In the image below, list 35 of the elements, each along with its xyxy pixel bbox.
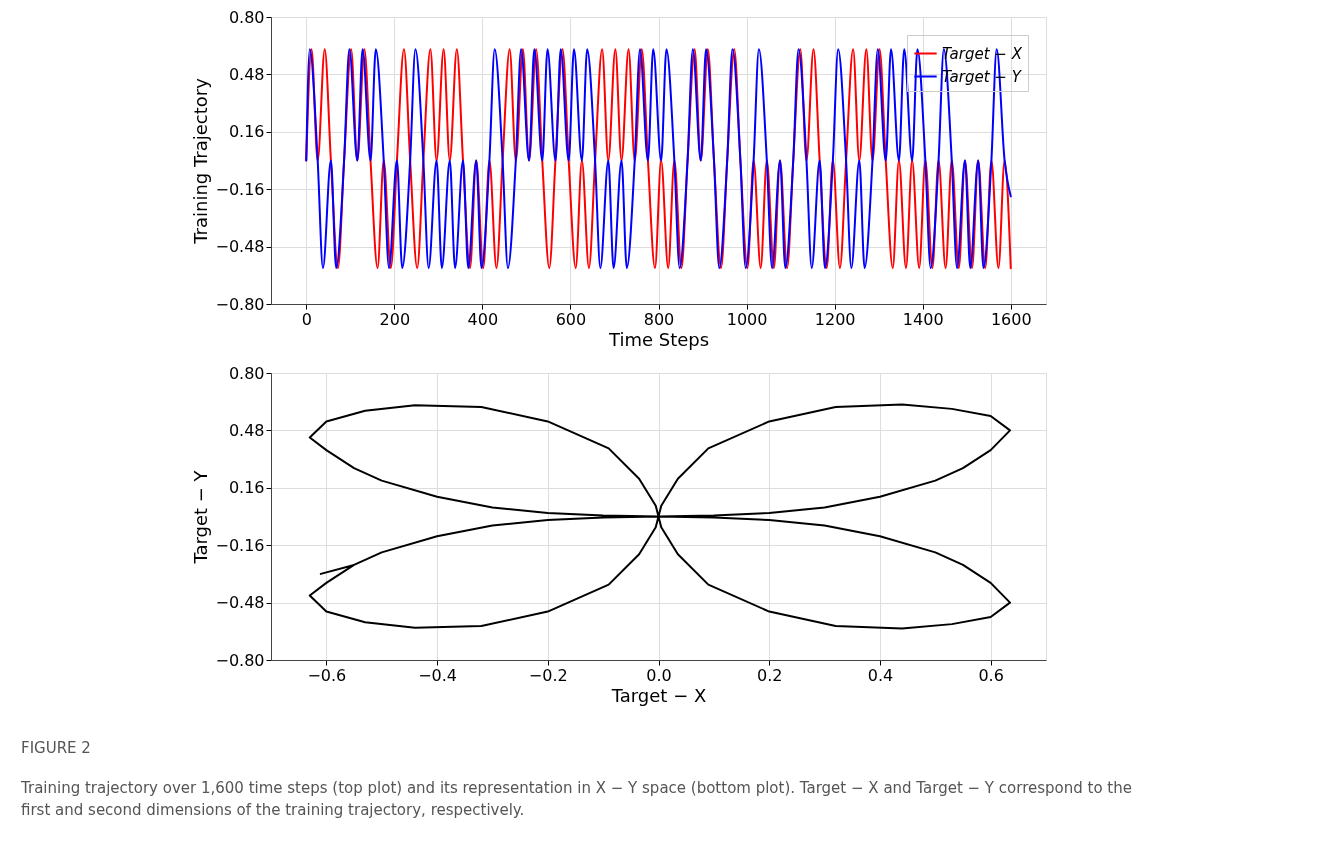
y-tick-label: −0.80 [215, 650, 265, 670]
x-tick-label: 600 [555, 309, 587, 329]
y-tick-label: 0.80 [228, 7, 265, 27]
x-tick-label: 0.0 [646, 665, 672, 685]
y-axis-title: Training Trajectory [190, 77, 212, 245]
y-tick-label: 0.16 [228, 478, 265, 498]
line-series [308, 403, 1012, 630]
caption: FIGURE 2 [21, 739, 91, 757]
x-tick-label: 0.6 [978, 665, 1004, 685]
x-tick-label: 1200 [814, 309, 856, 329]
x-tick-label: 1600 [990, 309, 1032, 329]
x-tick-label: −0.2 [528, 665, 568, 685]
x-tick-label: 0 [301, 309, 312, 329]
y-tick-label: −0.16 [215, 179, 265, 199]
x-axis-title: Target − X [610, 684, 707, 706]
x-tick-label: 1400 [902, 309, 944, 329]
text: Training trajectory over 1,600 time steps (top plot) and its representation in X − Y space (bottom plot). Target − X and Target − Y correspond to the first and second dimensions of the training trajectory, respectively. [20, 779, 1132, 819]
y-tick-label: −0.48 [215, 237, 265, 257]
x-tick-label: 400 [467, 309, 499, 329]
y-axis-title: Target − Y [190, 469, 212, 565]
x-tick-label: −0.4 [418, 665, 457, 685]
y-tick-label: −0.48 [215, 593, 265, 613]
y-tick-label: 0.80 [228, 363, 265, 383]
x-tick-label: 800 [643, 309, 675, 329]
y-tick-label: 0.48 [228, 420, 265, 440]
y-tick-label: 0.48 [228, 64, 265, 84]
x-tick-label: 1000 [726, 309, 768, 329]
x-tick-label: −0.6 [307, 665, 347, 685]
x-tick-label: 0.2 [756, 665, 783, 685]
x-tick-label: 0.4 [867, 665, 894, 685]
y-tick-label: −0.16 [215, 535, 265, 555]
y-tick-label: −0.80 [215, 294, 265, 314]
x-tick-label: 200 [379, 309, 411, 329]
x-axis-title: Time Steps [607, 328, 710, 350]
y-tick-label: 0.16 [228, 122, 265, 142]
